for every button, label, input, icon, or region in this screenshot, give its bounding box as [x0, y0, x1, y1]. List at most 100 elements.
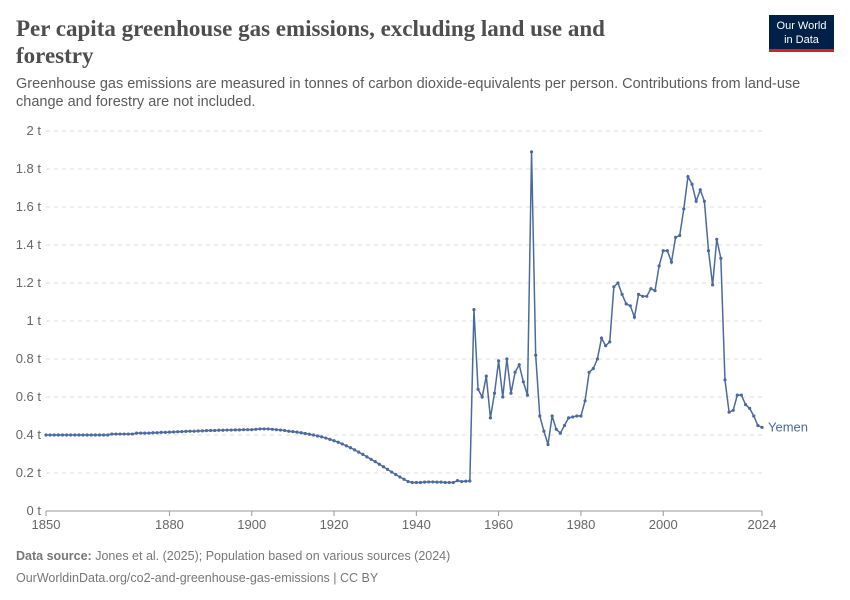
point: [657, 264, 661, 268]
point: [566, 416, 571, 420]
logo-box: [769, 15, 834, 51]
point: [616, 281, 620, 285]
point: [373, 460, 377, 464]
source-label: Data source:: [16, 549, 92, 563]
point: [208, 428, 213, 433]
logo-text: Our World: [777, 20, 827, 32]
point: [505, 357, 509, 361]
point: [653, 289, 657, 293]
point: [579, 414, 583, 418]
y-tick-label: 2 t: [27, 123, 42, 138]
point: [221, 428, 225, 432]
point: [324, 436, 328, 440]
point: [134, 431, 139, 435]
point: [188, 429, 192, 433]
point: [180, 429, 184, 434]
point: [649, 287, 653, 291]
point: [418, 480, 423, 485]
y-tick-label: 1.6 t: [16, 199, 42, 214]
point: [604, 344, 608, 348]
y-tick-label: 0.4 t: [16, 427, 42, 442]
point: [645, 294, 649, 298]
url: OurWorldinData.org/co2-and-greenhouse-ga…: [16, 571, 379, 585]
point: [394, 472, 398, 477]
point: [369, 457, 373, 461]
point: [77, 433, 81, 437]
point: [472, 308, 476, 312]
y-tick-label: 1 t: [27, 313, 42, 328]
point: [447, 480, 451, 485]
point: [295, 430, 299, 434]
logo-text: in Data: [784, 34, 820, 46]
x-tick-label: 2024: [748, 517, 777, 532]
point: [542, 429, 546, 433]
point: [612, 285, 616, 289]
chart-title-line2: forestry: [16, 43, 94, 68]
point: [488, 416, 493, 420]
point: [661, 249, 665, 253]
logo-bar: [769, 49, 834, 52]
point: [702, 199, 706, 203]
point: [52, 433, 56, 437]
point: [694, 199, 698, 203]
point: [673, 235, 678, 239]
point: [328, 437, 332, 441]
point: [690, 182, 694, 186]
point: [336, 440, 340, 444]
point: [64, 433, 69, 437]
y-tick-label: 0.8 t: [16, 351, 42, 366]
point: [464, 479, 468, 483]
point: [233, 428, 237, 432]
point: [476, 387, 480, 391]
y-tick-label: 0.2 t: [16, 465, 42, 480]
point: [632, 315, 637, 319]
point: [719, 256, 723, 260]
point: [743, 403, 748, 407]
point: [583, 399, 587, 403]
point: [546, 442, 550, 447]
point: [81, 433, 85, 437]
point: [122, 432, 126, 436]
point: [114, 432, 118, 436]
y-tick-label: 1.8 t: [16, 161, 42, 176]
point: [69, 433, 73, 437]
point: [303, 431, 307, 436]
y-tick-label: 1.2 t: [16, 275, 42, 290]
point: [484, 374, 488, 378]
point: [682, 207, 686, 211]
point: [439, 480, 443, 484]
point: [184, 429, 188, 433]
point: [711, 283, 715, 287]
point: [377, 462, 381, 466]
point: [608, 340, 612, 344]
point: [217, 428, 221, 432]
point: [159, 430, 163, 434]
point: [229, 428, 233, 432]
point: [348, 446, 353, 450]
point: [167, 430, 172, 434]
point: [628, 304, 632, 308]
point: [143, 431, 147, 435]
point: [102, 433, 106, 437]
point: [361, 452, 365, 456]
point: [521, 380, 525, 384]
point: [460, 479, 464, 484]
point: [287, 429, 291, 433]
point: [365, 455, 369, 459]
point: [291, 429, 295, 434]
point: [299, 431, 303, 435]
point: [501, 395, 505, 399]
point: [147, 431, 151, 435]
point: [715, 237, 719, 241]
x-tick-label: 2000: [649, 517, 678, 532]
point: [48, 433, 52, 437]
point: [262, 427, 266, 431]
source-text: Jones et al. (2025); Population based on…: [95, 549, 450, 563]
point: [686, 175, 690, 179]
chart-subtitle-line2: change and forestry are not included.: [16, 94, 255, 110]
point: [176, 430, 180, 434]
point: [225, 428, 229, 432]
point: [106, 433, 110, 437]
